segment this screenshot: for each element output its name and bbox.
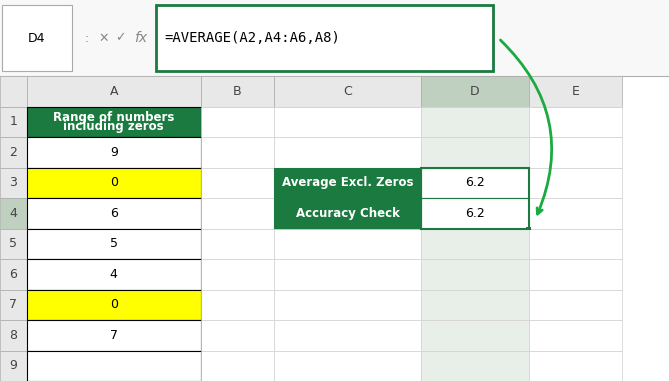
- Bar: [421, 229, 529, 259]
- Bar: [274, 76, 421, 107]
- Bar: [274, 290, 421, 320]
- Bar: [27, 320, 201, 351]
- Bar: [27, 229, 201, 259]
- Bar: [274, 168, 421, 198]
- Bar: [421, 137, 529, 168]
- Bar: [201, 107, 274, 137]
- Bar: [529, 198, 622, 229]
- Text: 9: 9: [9, 359, 17, 372]
- Text: 1: 1: [9, 115, 17, 128]
- Bar: [274, 107, 421, 137]
- Text: 5: 5: [9, 237, 17, 250]
- Text: A: A: [110, 85, 118, 98]
- Text: E: E: [571, 85, 579, 98]
- Bar: [27, 137, 201, 168]
- Bar: [274, 351, 421, 381]
- Bar: [27, 107, 201, 137]
- Bar: [421, 320, 529, 351]
- Bar: [0, 290, 27, 320]
- Text: D: D: [470, 85, 480, 98]
- FancyBboxPatch shape: [2, 5, 72, 71]
- Bar: [529, 107, 622, 137]
- Bar: [0, 351, 27, 381]
- Bar: [201, 198, 274, 229]
- Bar: [529, 290, 622, 320]
- Bar: [201, 290, 274, 320]
- Bar: [201, 168, 274, 198]
- FancyBboxPatch shape: [156, 5, 493, 71]
- Bar: [0, 76, 27, 107]
- Text: 6: 6: [110, 207, 118, 220]
- Text: D4: D4: [28, 32, 45, 45]
- Text: 5: 5: [110, 237, 118, 250]
- Text: 0: 0: [110, 298, 118, 311]
- Bar: [0, 137, 27, 168]
- Bar: [529, 137, 622, 168]
- Text: Accuracy Check: Accuracy Check: [296, 207, 400, 220]
- Text: fx: fx: [134, 31, 147, 45]
- Bar: [0, 198, 27, 229]
- Bar: [529, 320, 622, 351]
- Text: 4: 4: [110, 268, 118, 281]
- Bar: [421, 198, 529, 229]
- Text: 6: 6: [9, 268, 17, 281]
- Bar: [421, 259, 529, 290]
- Text: 3: 3: [9, 176, 17, 189]
- Text: 6.2: 6.2: [465, 207, 485, 220]
- Bar: [274, 198, 421, 229]
- Text: C: C: [343, 85, 353, 98]
- Bar: [27, 76, 201, 107]
- Bar: [0, 107, 27, 137]
- Bar: [274, 137, 421, 168]
- Bar: [201, 137, 274, 168]
- Bar: [421, 76, 529, 107]
- Bar: [201, 76, 274, 107]
- Bar: [0, 229, 27, 259]
- Text: 8: 8: [9, 329, 17, 342]
- Text: Range of numbers: Range of numbers: [53, 111, 175, 124]
- Text: Average Excl. Zeros: Average Excl. Zeros: [282, 176, 413, 189]
- Bar: [0, 259, 27, 290]
- Bar: [421, 168, 529, 229]
- Text: 6.2: 6.2: [465, 176, 485, 189]
- Bar: [274, 229, 421, 259]
- Text: including zeros: including zeros: [64, 120, 164, 133]
- Text: 7: 7: [9, 298, 17, 311]
- Text: 7: 7: [110, 329, 118, 342]
- Bar: [27, 168, 201, 198]
- Bar: [529, 76, 622, 107]
- Bar: [527, 227, 531, 230]
- Bar: [201, 320, 274, 351]
- Bar: [201, 229, 274, 259]
- Text: B: B: [233, 85, 242, 98]
- Bar: [0, 320, 27, 351]
- Text: 9: 9: [110, 146, 118, 159]
- Text: ✓: ✓: [115, 32, 126, 45]
- Text: 4: 4: [9, 207, 17, 220]
- Bar: [201, 259, 274, 290]
- Text: 0: 0: [110, 176, 118, 189]
- Bar: [27, 259, 201, 290]
- Bar: [0, 168, 27, 198]
- Bar: [529, 351, 622, 381]
- Bar: [421, 351, 529, 381]
- Text: =AVERAGE(A2,A4:A6,A8): =AVERAGE(A2,A4:A6,A8): [164, 31, 340, 45]
- Bar: [27, 198, 201, 229]
- Text: 2: 2: [9, 146, 17, 159]
- Bar: [421, 168, 529, 198]
- Bar: [529, 259, 622, 290]
- Bar: [529, 168, 622, 198]
- Bar: [274, 320, 421, 351]
- Bar: [421, 290, 529, 320]
- Bar: [274, 259, 421, 290]
- Text: :: :: [85, 32, 89, 45]
- Bar: [529, 229, 622, 259]
- Bar: [421, 107, 529, 137]
- Bar: [201, 351, 274, 381]
- Bar: [27, 351, 201, 381]
- Text: ✕: ✕: [98, 32, 109, 45]
- Bar: [27, 290, 201, 320]
- FancyBboxPatch shape: [0, 0, 669, 76]
